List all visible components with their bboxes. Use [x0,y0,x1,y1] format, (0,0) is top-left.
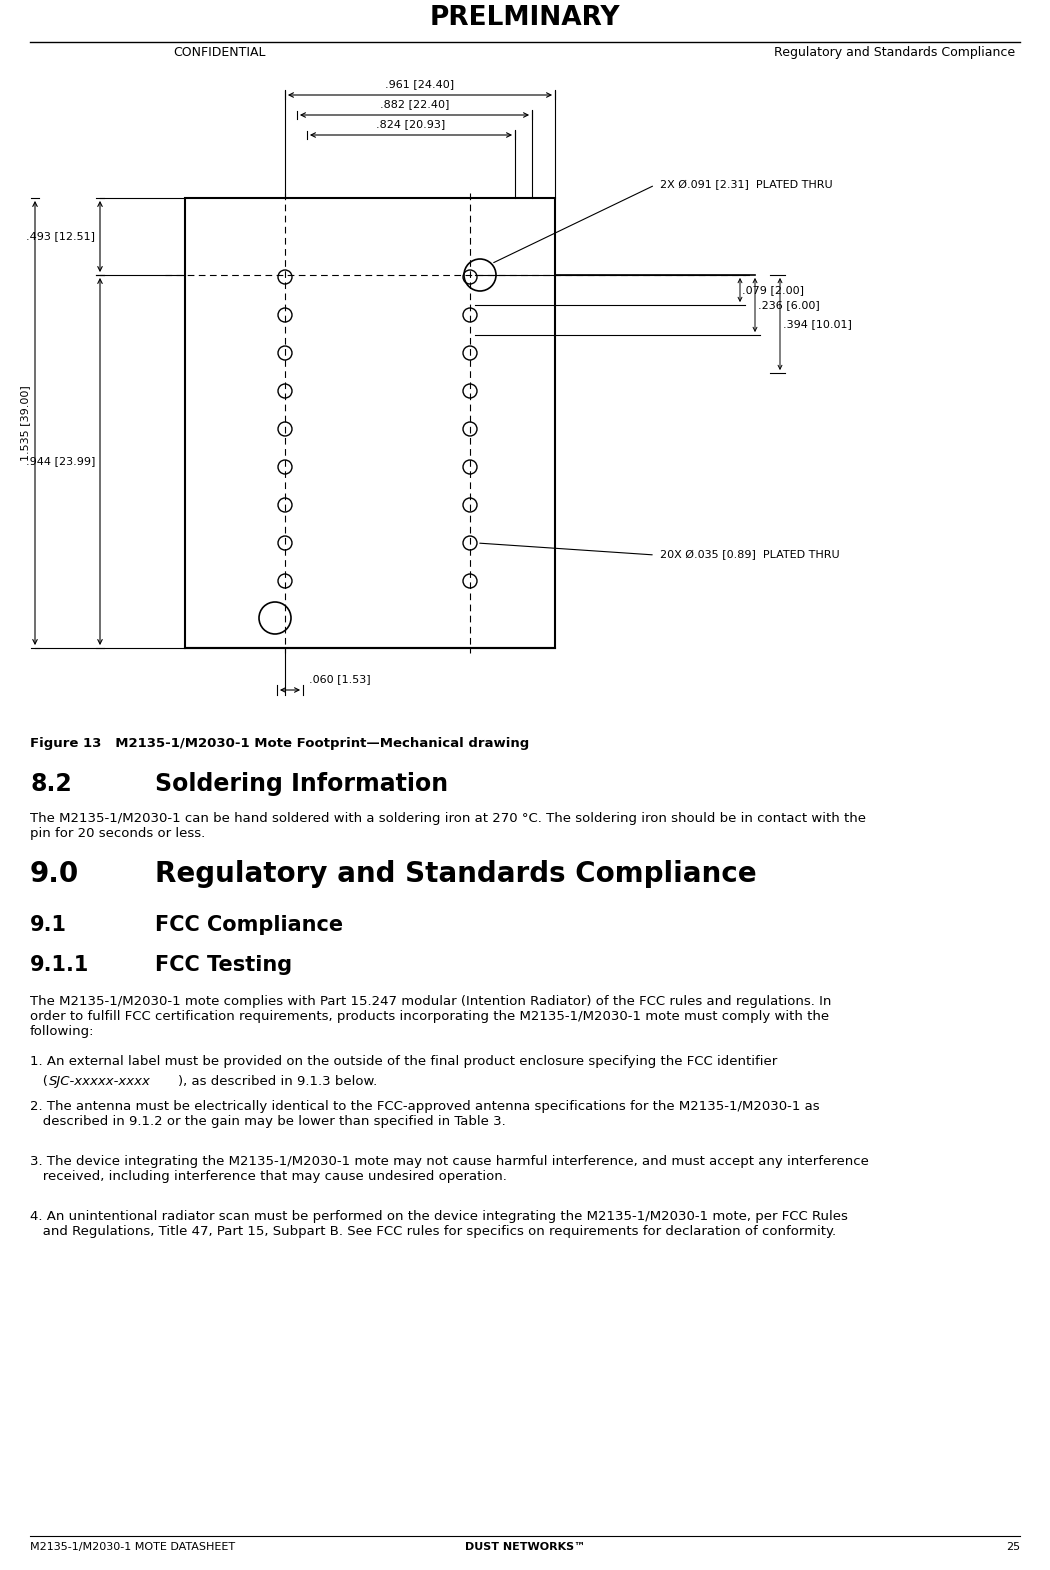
Text: .824 [20.93]: .824 [20.93] [376,119,445,129]
Text: 1. An external label must be provided on the outside of the final product enclos: 1. An external label must be provided on… [30,1055,777,1068]
Text: SJC-xxxxx-xxxx: SJC-xxxxx-xxxx [49,1075,151,1088]
Text: The M2135-1/M2030-1 can be hand soldered with a soldering iron at 270 °C. The so: The M2135-1/M2030-1 can be hand soldered… [30,812,866,840]
Text: 9.1.1: 9.1.1 [30,955,89,975]
Text: FCC Compliance: FCC Compliance [155,915,343,936]
Text: (: ( [30,1075,48,1088]
Text: PRELMINARY: PRELMINARY [429,5,621,31]
Text: 2. The antenna must be electrically identical to the FCC-approved antenna specif: 2. The antenna must be electrically iden… [30,1101,820,1127]
Text: 8.2: 8.2 [30,772,71,796]
Text: 20X Ø.035 [0.89]  PLATED THRU: 20X Ø.035 [0.89] PLATED THRU [660,550,840,560]
Text: .493 [12.51]: .493 [12.51] [26,231,94,242]
Text: ), as described in 9.1.3 below.: ), as described in 9.1.3 below. [178,1075,377,1088]
Text: .079 [2.00]: .079 [2.00] [742,286,804,295]
Text: .394 [10.01]: .394 [10.01] [783,319,852,330]
Text: 9.1: 9.1 [30,915,67,936]
Text: .060 [1.53]: .060 [1.53] [309,674,371,685]
Text: Soldering Information: Soldering Information [155,772,448,796]
Text: .236 [6.00]: .236 [6.00] [758,300,820,309]
Text: 3. The device integrating the M2135-1/M2030-1 mote may not cause harmful interfe: 3. The device integrating the M2135-1/M2… [30,1156,869,1184]
Text: 2X Ø.091 [2.31]  PLATED THRU: 2X Ø.091 [2.31] PLATED THRU [660,181,833,190]
Text: 1.535 [39.00]: 1.535 [39.00] [20,385,30,462]
Bar [185,198,555,648]
Text: FCC Testing: FCC Testing [155,955,292,975]
Text: The M2135-1/M2030-1 mote complies with Part 15.247 modular (Intention Radiator) : The M2135-1/M2030-1 mote complies with P… [30,995,832,1038]
Text: 9.0: 9.0 [30,860,79,889]
Text: .944 [23.99]: .944 [23.99] [25,457,94,466]
Text: Regulatory and Standards Compliance: Regulatory and Standards Compliance [155,860,757,889]
Text: 25: 25 [1006,1542,1020,1553]
Text: .882 [22.40]: .882 [22.40] [380,99,449,108]
Text: 4. An unintentional radiator scan must be performed on the device integrating th: 4. An unintentional radiator scan must b… [30,1210,848,1239]
Text: CONFIDENTIAL: CONFIDENTIAL [173,46,267,60]
Text: M2135-1/M2030-1 MOTE DATASHEET: M2135-1/M2030-1 MOTE DATASHEET [30,1542,235,1553]
Text: Figure 13   M2135-1/M2030-1 Mote Footprint—Mechanical drawing: Figure 13 M2135-1/M2030-1 Mote Footprint… [30,736,529,750]
Text: DUST NETWORKS™: DUST NETWORKS™ [465,1542,585,1553]
Text: Regulatory and Standards Compliance: Regulatory and Standards Compliance [774,46,1015,60]
Text: .961 [24.40]: .961 [24.40] [385,78,455,89]
